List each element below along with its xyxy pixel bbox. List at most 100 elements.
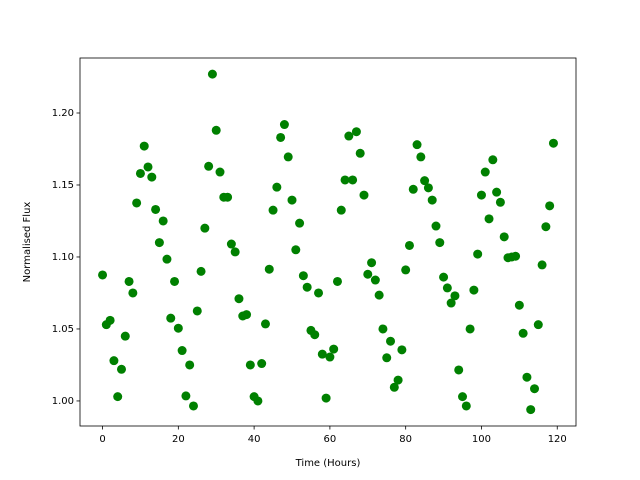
point bbox=[473, 249, 483, 259]
point bbox=[314, 288, 324, 298]
point bbox=[533, 320, 543, 330]
point bbox=[416, 152, 426, 162]
point bbox=[370, 275, 380, 285]
point bbox=[511, 251, 521, 261]
axes-frame bbox=[79, 57, 577, 427]
x-tick-label: 120 bbox=[548, 434, 567, 445]
x-tick-label: 40 bbox=[248, 434, 261, 445]
point bbox=[545, 201, 555, 211]
point bbox=[234, 294, 244, 304]
point bbox=[344, 131, 354, 141]
point bbox=[128, 288, 138, 298]
point bbox=[268, 205, 278, 215]
point bbox=[461, 401, 471, 411]
point bbox=[404, 240, 414, 250]
point bbox=[386, 336, 396, 346]
point bbox=[173, 323, 183, 333]
x-tick-label: 80 bbox=[399, 434, 412, 445]
point bbox=[336, 205, 346, 215]
point bbox=[230, 247, 240, 257]
point bbox=[109, 356, 119, 366]
x-tick-label: 100 bbox=[472, 434, 491, 445]
point bbox=[181, 391, 191, 401]
point bbox=[401, 265, 411, 275]
point bbox=[162, 254, 172, 264]
point bbox=[469, 285, 479, 295]
point bbox=[302, 282, 312, 292]
point bbox=[310, 330, 320, 340]
point bbox=[378, 324, 388, 334]
point bbox=[192, 306, 202, 316]
point bbox=[442, 283, 452, 293]
point bbox=[143, 162, 153, 172]
point bbox=[166, 313, 176, 323]
point bbox=[348, 175, 358, 185]
point bbox=[317, 349, 327, 359]
point bbox=[264, 264, 274, 274]
point bbox=[537, 260, 547, 270]
point bbox=[420, 176, 430, 186]
point bbox=[257, 359, 267, 369]
point bbox=[170, 276, 180, 286]
point bbox=[332, 276, 342, 286]
point bbox=[439, 272, 449, 282]
point bbox=[291, 245, 301, 255]
point bbox=[435, 238, 445, 248]
point bbox=[382, 353, 392, 363]
point bbox=[147, 172, 157, 182]
point bbox=[188, 401, 198, 411]
point bbox=[272, 182, 282, 192]
point bbox=[139, 141, 149, 151]
point bbox=[177, 346, 187, 356]
point bbox=[351, 127, 361, 137]
point bbox=[260, 319, 270, 329]
point bbox=[484, 214, 494, 224]
point bbox=[427, 195, 437, 205]
point bbox=[495, 197, 505, 207]
point bbox=[518, 328, 528, 338]
point bbox=[116, 364, 126, 374]
point bbox=[522, 372, 532, 382]
point bbox=[200, 223, 210, 233]
point bbox=[450, 291, 460, 301]
point bbox=[465, 324, 475, 334]
point bbox=[492, 187, 502, 197]
y-axis-label: Normalised Flux bbox=[22, 202, 33, 283]
point bbox=[431, 221, 441, 231]
point bbox=[541, 222, 551, 232]
point bbox=[287, 195, 297, 205]
point bbox=[355, 148, 365, 158]
point bbox=[154, 238, 164, 248]
point bbox=[226, 239, 236, 249]
point bbox=[204, 161, 214, 171]
y-tick-label: 1.20 bbox=[52, 108, 74, 119]
point bbox=[325, 352, 335, 362]
point bbox=[132, 198, 142, 208]
point bbox=[397, 345, 407, 355]
point bbox=[321, 393, 331, 403]
point bbox=[458, 392, 468, 402]
point bbox=[340, 175, 350, 185]
point bbox=[476, 190, 486, 200]
point bbox=[329, 344, 339, 354]
point bbox=[211, 125, 221, 135]
point bbox=[514, 300, 524, 310]
point bbox=[120, 331, 130, 341]
point bbox=[245, 360, 255, 370]
point bbox=[283, 152, 293, 162]
point bbox=[185, 360, 195, 370]
point bbox=[98, 270, 108, 280]
point bbox=[253, 396, 263, 406]
y-tick-label: 1.10 bbox=[52, 252, 74, 263]
x-tick-label: 60 bbox=[324, 434, 337, 445]
point bbox=[499, 232, 509, 242]
point bbox=[242, 310, 252, 320]
point bbox=[480, 167, 490, 177]
point bbox=[135, 168, 145, 178]
point bbox=[124, 276, 134, 286]
x-axis-label: Time (Hours) bbox=[295, 458, 361, 469]
y-tick-label: 1.15 bbox=[52, 180, 74, 191]
x-tick-label: 20 bbox=[172, 434, 185, 445]
